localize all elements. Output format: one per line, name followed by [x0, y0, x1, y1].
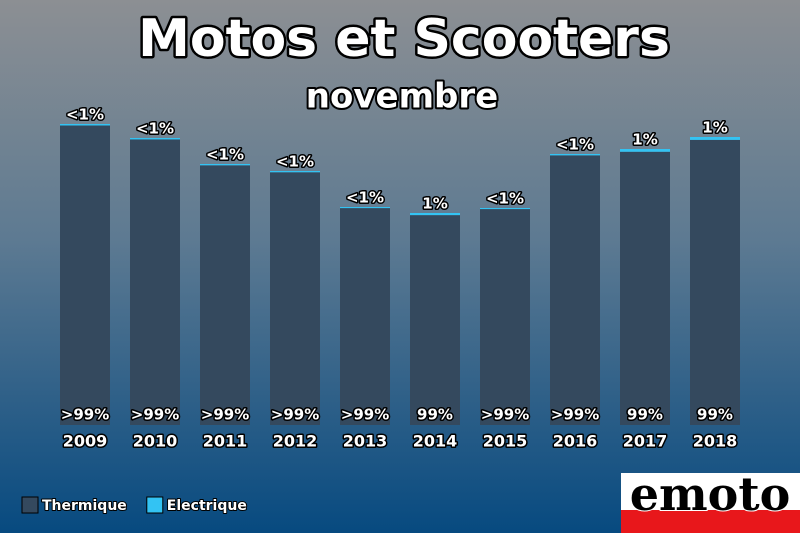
value-label: <1%	[486, 190, 524, 208]
value-label: <1%	[66, 106, 104, 124]
x-tick-label: 2012	[273, 432, 318, 451]
bar-segment	[690, 139, 740, 425]
legend-label: Thermique	[42, 498, 127, 514]
legend-label: Electrique	[167, 498, 247, 514]
x-tick-label: 2016	[553, 432, 598, 451]
value-label: >99%	[481, 406, 529, 424]
value-label: 99%	[627, 406, 663, 424]
bar-segment	[60, 125, 110, 425]
x-tick-label: 2015	[483, 432, 528, 451]
value-label: 1%	[702, 119, 727, 137]
bar-segment	[340, 208, 390, 425]
chart-subtitle: novembre	[306, 77, 498, 117]
value-label: 99%	[417, 406, 453, 424]
value-label: >99%	[201, 406, 249, 424]
x-tick-label: 2011	[203, 432, 248, 451]
chart-title: Motos et Scooters	[138, 9, 670, 69]
value-label: <1%	[346, 189, 384, 207]
bar-segment	[270, 171, 320, 173]
bar-segment	[130, 139, 180, 425]
bar-segment	[550, 155, 600, 426]
legend-swatch	[21, 496, 39, 514]
bar-segment	[550, 154, 600, 156]
bar-segment	[200, 164, 250, 166]
x-tick-label: 2013	[343, 432, 388, 451]
bar-segment	[480, 208, 530, 210]
value-label: >99%	[341, 406, 389, 424]
bar-segment	[480, 209, 530, 425]
bar-segment	[60, 124, 110, 126]
value-label: <1%	[206, 146, 244, 164]
value-label: >99%	[271, 406, 319, 424]
bar-segment	[690, 137, 740, 140]
x-tick-label: 2017	[623, 432, 668, 451]
x-tick-label: 2014	[413, 432, 458, 451]
value-label: 99%	[697, 406, 733, 424]
value-label: <1%	[276, 153, 314, 171]
logo: emoto	[621, 466, 800, 533]
bar-segment	[410, 215, 460, 425]
logo-text: emoto	[630, 467, 791, 521]
bar-segment	[270, 172, 320, 425]
bar-segment	[200, 165, 250, 425]
bar-segment	[620, 151, 670, 425]
logo-band	[621, 510, 800, 533]
value-label: <1%	[136, 120, 174, 138]
bar-segment	[340, 207, 390, 209]
value-label: 1%	[422, 195, 447, 213]
value-label: >99%	[131, 406, 179, 424]
value-label: >99%	[61, 406, 109, 424]
bar-segment	[620, 149, 670, 152]
legend-swatch	[146, 496, 164, 514]
value-label: 1%	[632, 131, 657, 149]
value-label: <1%	[556, 136, 594, 154]
value-label: >99%	[551, 406, 599, 424]
bar-segment	[410, 213, 460, 216]
x-tick-label: 2010	[133, 432, 178, 451]
x-tick-label: 2018	[693, 432, 738, 451]
x-tick-label: 2009	[63, 432, 108, 451]
bar-segment	[130, 138, 180, 140]
